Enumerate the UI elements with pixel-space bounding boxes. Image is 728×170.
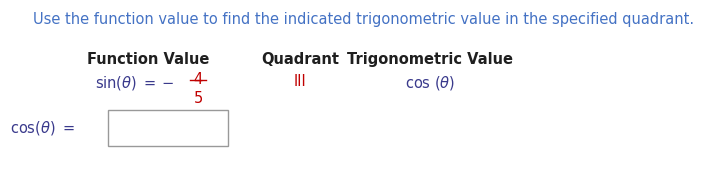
Text: cos($\theta$) $=$: cos($\theta$) $=$ xyxy=(10,119,75,137)
Text: Trigonometric Value: Trigonometric Value xyxy=(347,52,513,67)
Text: 5: 5 xyxy=(194,91,202,106)
Text: Quadrant: Quadrant xyxy=(261,52,339,67)
Text: Use the function value to find the indicated trigonometric value in the specifie: Use the function value to find the indic… xyxy=(33,12,695,27)
Text: cos $(\theta)$: cos $(\theta)$ xyxy=(405,74,455,92)
Text: 4: 4 xyxy=(194,72,202,87)
Text: sin($\theta$) $= -$: sin($\theta$) $= -$ xyxy=(95,74,175,92)
Text: Function Value: Function Value xyxy=(87,52,209,67)
Text: III: III xyxy=(293,74,306,89)
Bar xyxy=(108,110,228,146)
